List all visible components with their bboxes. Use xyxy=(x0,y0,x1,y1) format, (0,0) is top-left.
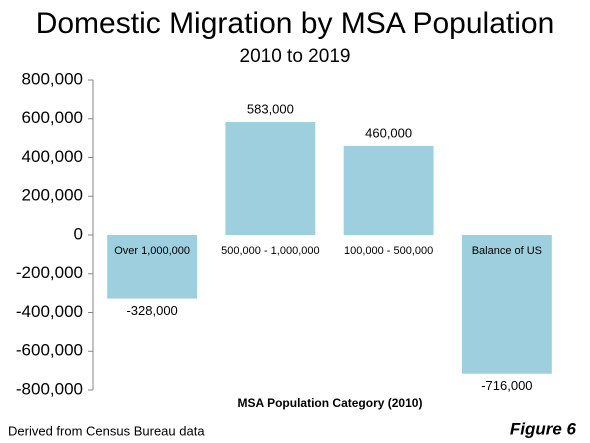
y-tick-label: -800,000 xyxy=(16,379,83,398)
x-tick-label: Balance of US xyxy=(472,245,542,257)
x-tick-label: 500,000 - 1,000,000 xyxy=(221,245,319,257)
figure-label: Figure 6 xyxy=(510,419,577,438)
data-label: -328,000 xyxy=(126,303,177,318)
data-label: 460,000 xyxy=(365,125,412,140)
bar xyxy=(343,145,434,235)
bar xyxy=(461,235,552,374)
chart-subtitle: 2010 to 2019 xyxy=(240,46,351,67)
source-note: Derived from Census Bureau data xyxy=(8,423,205,438)
bar xyxy=(107,235,198,299)
y-tick-label: -200,000 xyxy=(16,263,83,282)
y-tick-label: 200,000 xyxy=(22,186,83,205)
y-tick-label: 0 xyxy=(74,224,83,243)
y-tick-label: -400,000 xyxy=(16,302,83,321)
chart-title: Domestic Migration by MSA Population xyxy=(36,7,555,40)
y-tick-label: 800,000 xyxy=(22,69,83,88)
y-tick-label: -600,000 xyxy=(16,341,83,360)
x-tick-label: 100,000 - 500,000 xyxy=(344,245,433,257)
x-tick-label: Over 1,000,000 xyxy=(114,245,190,257)
y-tick-label: 400,000 xyxy=(22,147,83,166)
x-axis-label: MSA Population Category (2010) xyxy=(238,396,423,410)
y-tick-label: 600,000 xyxy=(22,108,83,127)
data-label: -716,000 xyxy=(481,378,532,393)
bar xyxy=(225,122,316,235)
data-label: 583,000 xyxy=(247,101,294,116)
